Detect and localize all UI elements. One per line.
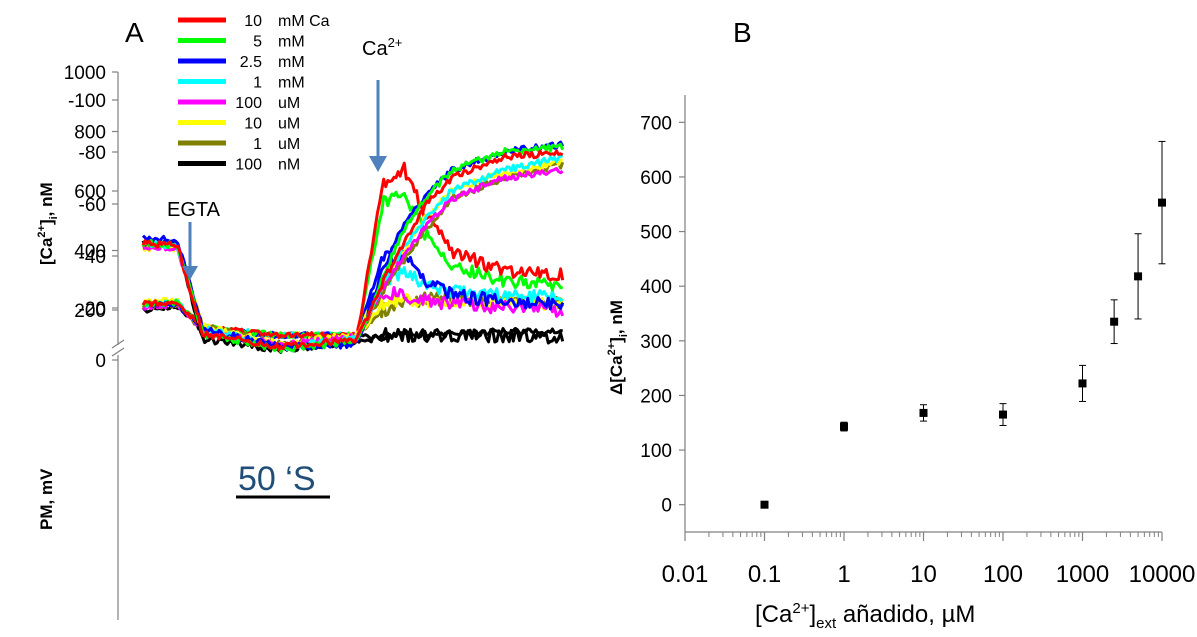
ca-arrow-head	[369, 156, 387, 172]
panel-a-label: A	[125, 17, 144, 48]
x-tick-label: 1000	[1056, 561, 1109, 588]
data-point	[840, 422, 848, 431]
pm-trace-line	[142, 158, 563, 348]
y-tick-label: -40	[79, 247, 106, 268]
panel-b: B 0 100 200 300 400 500 600 700 0.01 0.1 1 10 100 10…	[606, 17, 1195, 632]
legend-value: 100	[235, 95, 262, 112]
legend-value: 10	[244, 116, 262, 133]
data-point	[1134, 272, 1143, 281]
panel-b-label: B	[733, 17, 752, 48]
panel-b-y-axis-label: Δ[Ca2+]i, nM	[606, 300, 630, 395]
legend-value: 100	[235, 157, 262, 174]
legend-unit: mM	[278, 54, 305, 71]
panel-a: A 200 400 600 800 1000 0 -20 -40 -60 -80 -100 [Ca…	[36, 13, 565, 620]
upper-y-ticks: 200 400 600 800 1000	[64, 63, 118, 322]
legend-value: 5	[253, 34, 262, 51]
panel-b-y-ticks: 0 100 200 300 400 500 600 700	[640, 113, 685, 517]
y-tick-label: 0	[661, 496, 672, 517]
upper-y-axis-label: [Ca2+]i, nM	[36, 182, 60, 265]
legend-unit: mM	[278, 34, 305, 51]
x-tick-label: 1	[837, 561, 850, 588]
legend-value: 1	[253, 75, 262, 92]
panel-b-x-axis-label: [Ca2+]ext añadido, µM	[755, 600, 975, 632]
y-tick-label: -80	[79, 143, 106, 164]
legend-unit: mM Ca	[278, 13, 330, 30]
x-tick-label: 0.1	[748, 561, 781, 588]
y-tick-label: 600	[640, 168, 672, 189]
y-tick-label: 500	[640, 223, 672, 244]
data-point	[1158, 198, 1166, 207]
y-tick-label: 100	[640, 441, 672, 462]
data-point	[1110, 317, 1119, 326]
scale-bar-label: 50 ‘S	[238, 460, 316, 498]
legend-unit: nM	[278, 157, 300, 174]
legend-unit: uM	[278, 116, 300, 133]
calcium-traces	[141, 161, 565, 345]
y-tick-label: -60	[79, 195, 106, 216]
egta-arrow-head	[182, 266, 198, 280]
data-point	[999, 410, 1007, 419]
legend-unit: uM	[278, 95, 300, 112]
legend-unit: mM	[278, 75, 305, 92]
y-tick-label: 400	[74, 242, 106, 263]
x-tick-label: 10	[910, 561, 937, 588]
x-tick-label: 100	[983, 561, 1023, 588]
pm-trace-line	[141, 149, 564, 352]
y-tick-label: 800	[74, 123, 106, 144]
data-point	[919, 408, 928, 417]
y-tick-label: -100	[68, 91, 106, 112]
panel-b-x-ticks: 0.01 0.1 1 10 100 1000 10000	[662, 532, 1196, 588]
y-tick-label: 200	[74, 301, 106, 322]
x-tick-label: 10000	[1129, 561, 1196, 588]
y-tick-label: 1000	[64, 63, 106, 84]
y-tick-label: 300	[640, 332, 672, 353]
y-tick-label: 700	[640, 113, 672, 134]
data-point	[1078, 379, 1087, 388]
pm-trace-line	[141, 161, 565, 348]
axis-break-mark	[111, 347, 125, 357]
y-tick-label: 600	[74, 182, 106, 203]
legend-value: 1	[253, 136, 262, 153]
legend-value: 2.5	[240, 54, 262, 71]
legend-value: 10	[244, 13, 262, 30]
pm-trace-line	[141, 154, 563, 351]
y-tick-label: 200	[640, 386, 672, 407]
y-tick-label: 0	[95, 351, 106, 372]
panel-b-data-points	[760, 140, 1166, 509]
ca-annotation: Ca2+	[362, 35, 402, 60]
y-tick-label: 400	[640, 277, 672, 298]
lower-y-ticks: 0 -20 -40 -60 -80 -100	[68, 91, 118, 372]
calcium-trace-line	[141, 161, 565, 340]
membrane-potential-traces	[141, 140, 565, 354]
lower-y-axis-label: PM, mV	[37, 468, 56, 530]
legend-unit: uM	[278, 136, 300, 153]
axis-break-mark	[111, 339, 125, 349]
y-tick-label: -20	[79, 299, 106, 320]
legend: 10 mM Ca 5 mM 2.5 mM 1 mM 100 uM 10 uM 1 uM 100 nM	[178, 13, 330, 174]
data-point	[760, 500, 769, 509]
pm-trace-line	[142, 166, 564, 349]
x-tick-label: 0.01	[662, 561, 709, 588]
egta-annotation: EGTA	[167, 199, 221, 221]
